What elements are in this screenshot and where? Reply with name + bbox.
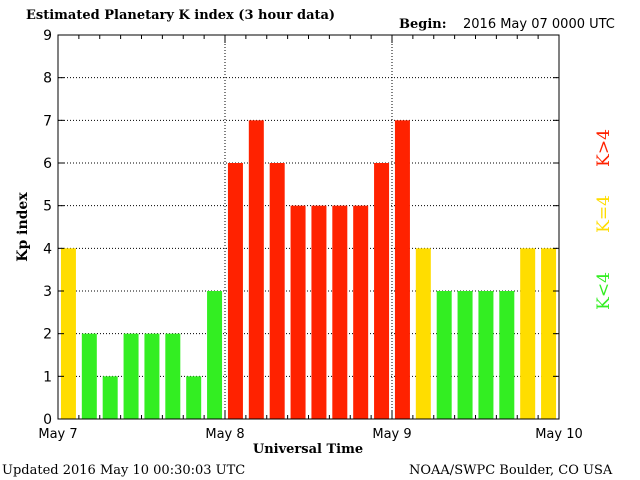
bar <box>499 291 515 419</box>
y-tick-label: 7 <box>43 113 52 129</box>
legend: K<4 K=4 K>4 <box>594 129 614 310</box>
bar <box>290 205 306 419</box>
bar <box>165 333 181 419</box>
bar <box>520 248 536 419</box>
bar <box>269 163 285 419</box>
y-tick-label: 1 <box>43 369 52 385</box>
y-tick-label: 0 <box>43 412 52 428</box>
bar <box>207 291 223 419</box>
updated-timestamp: Updated 2016 May 10 00:30:03 UTC <box>2 463 245 478</box>
bars <box>60 120 557 419</box>
bar <box>81 333 97 419</box>
bar <box>102 376 118 419</box>
x-tick-label: May 7 <box>38 427 77 442</box>
bar <box>332 205 348 419</box>
chart-title: Estimated Planetary K index (3 hour data… <box>26 8 335 23</box>
bar <box>436 291 452 419</box>
bar <box>415 248 431 419</box>
bar <box>60 248 76 419</box>
bar <box>541 248 557 419</box>
bar <box>123 333 139 419</box>
bar <box>353 205 369 419</box>
y-axis-label: Kp index <box>15 192 31 262</box>
bar <box>144 333 160 419</box>
bar <box>227 163 243 419</box>
x-axis-label: Universal Time <box>253 442 363 457</box>
x-tick-label: May 10 <box>535 427 583 442</box>
begin-date: 2016 May 07 0000 UTC <box>463 17 615 32</box>
bar <box>248 120 264 419</box>
bar <box>457 291 473 419</box>
bar <box>186 376 202 419</box>
y-tick-label: 8 <box>43 71 52 87</box>
y-tick-label: 3 <box>43 284 52 300</box>
bar <box>478 291 494 419</box>
bar <box>311 205 327 419</box>
y-tick-label: 4 <box>43 241 52 257</box>
begin-label: Begin: <box>399 17 447 32</box>
y-tick-label: 6 <box>43 156 52 172</box>
source-credit: NOAA/SWPC Boulder, CO USA <box>409 463 613 478</box>
grid-lines <box>58 35 559 419</box>
bar <box>394 120 410 419</box>
y-tick-label: 9 <box>43 28 52 44</box>
legend-entry: K<4 <box>594 272 614 310</box>
y-tick-label: 2 <box>43 327 52 343</box>
x-tick-label: May 8 <box>205 427 244 442</box>
x-tick-label: May 9 <box>372 427 411 442</box>
legend-entry: K=4 <box>594 195 614 233</box>
y-axis-ticks: 0 1 2 3 4 5 6 7 8 9 <box>43 28 559 428</box>
legend-entry: K>4 <box>594 129 614 167</box>
bar <box>374 163 390 419</box>
x-axis-ticks: May 7 May 8 May 9 May 10 <box>38 35 583 442</box>
y-tick-label: 5 <box>43 199 52 215</box>
